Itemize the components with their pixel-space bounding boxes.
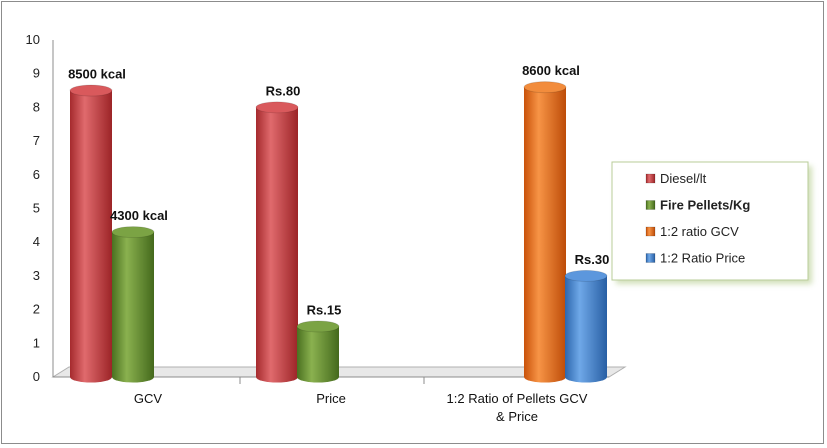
x-category-label: 1:2 Ratio of Pellets GCV [447,391,588,406]
y-tick-label: 6 [33,167,40,182]
legend-label: 1:2 ratio GCV [660,224,739,239]
y-tick-label: 10 [26,32,40,47]
y-tick-label: 7 [33,133,40,148]
bar-1-2-ratio-price [564,269,608,383]
legend-label: Diesel/lt [660,171,707,186]
x-category-label: Price [316,391,346,406]
x-category-label: GCV [134,391,163,406]
y-tick-label: 9 [33,66,40,81]
legend-swatch [645,253,656,263]
legend-label: Fire Pellets/Kg [660,198,750,213]
bar-1-2-ratio-gcv [523,81,567,383]
y-tick-label: 4 [33,234,40,249]
legend-swatch [645,173,656,184]
y-tick-label: 8 [33,99,40,114]
legend: Diesel/lt Fire Pellets/Kg 1:2 ratio GCV 1:2… [611,161,812,284]
legend-item: 1:2 Ratio Price [645,251,745,266]
x-axis-categories: GCV Price 1:2 Ratio of Pellets GCV & Price [134,377,588,424]
bar-fire-pellets-kg [111,226,155,383]
legend-swatch [645,200,656,210]
data-label: 4300 kcal [110,208,168,223]
y-tick-label: 1 [33,335,40,350]
data-label: Rs.80 [266,83,301,98]
bar-diesel-lt [255,101,299,383]
legend-label: 1:2 Ratio Price [660,251,745,266]
data-label: Rs.15 [307,302,342,317]
data-labels: 8500 kcal 4300 kcal Rs.80 Rs.15 8600 kcal Rs.… [68,63,609,317]
data-label: 8500 kcal [68,67,126,82]
bar-diesel-lt [69,84,113,383]
y-tick-label: 5 [33,201,40,216]
bar-fire-pellets-kg [296,320,340,383]
legend-item: Diesel/lt [645,171,707,186]
y-tick-label: 2 [33,302,40,317]
legend-item: 1:2 ratio GCV [645,224,739,239]
y-axis-ticks: 0 1 2 3 4 5 6 7 8 9 10 [26,32,40,384]
legend-swatch [645,226,656,237]
data-label: Rs.30 [575,252,610,267]
bars [69,81,608,383]
legend-item: Fire Pellets/Kg [645,198,750,213]
x-category-label: & Price [496,409,538,424]
y-tick-label: 0 [33,369,40,384]
data-label: 8600 kcal [522,63,580,78]
y-tick-label: 3 [33,268,40,283]
